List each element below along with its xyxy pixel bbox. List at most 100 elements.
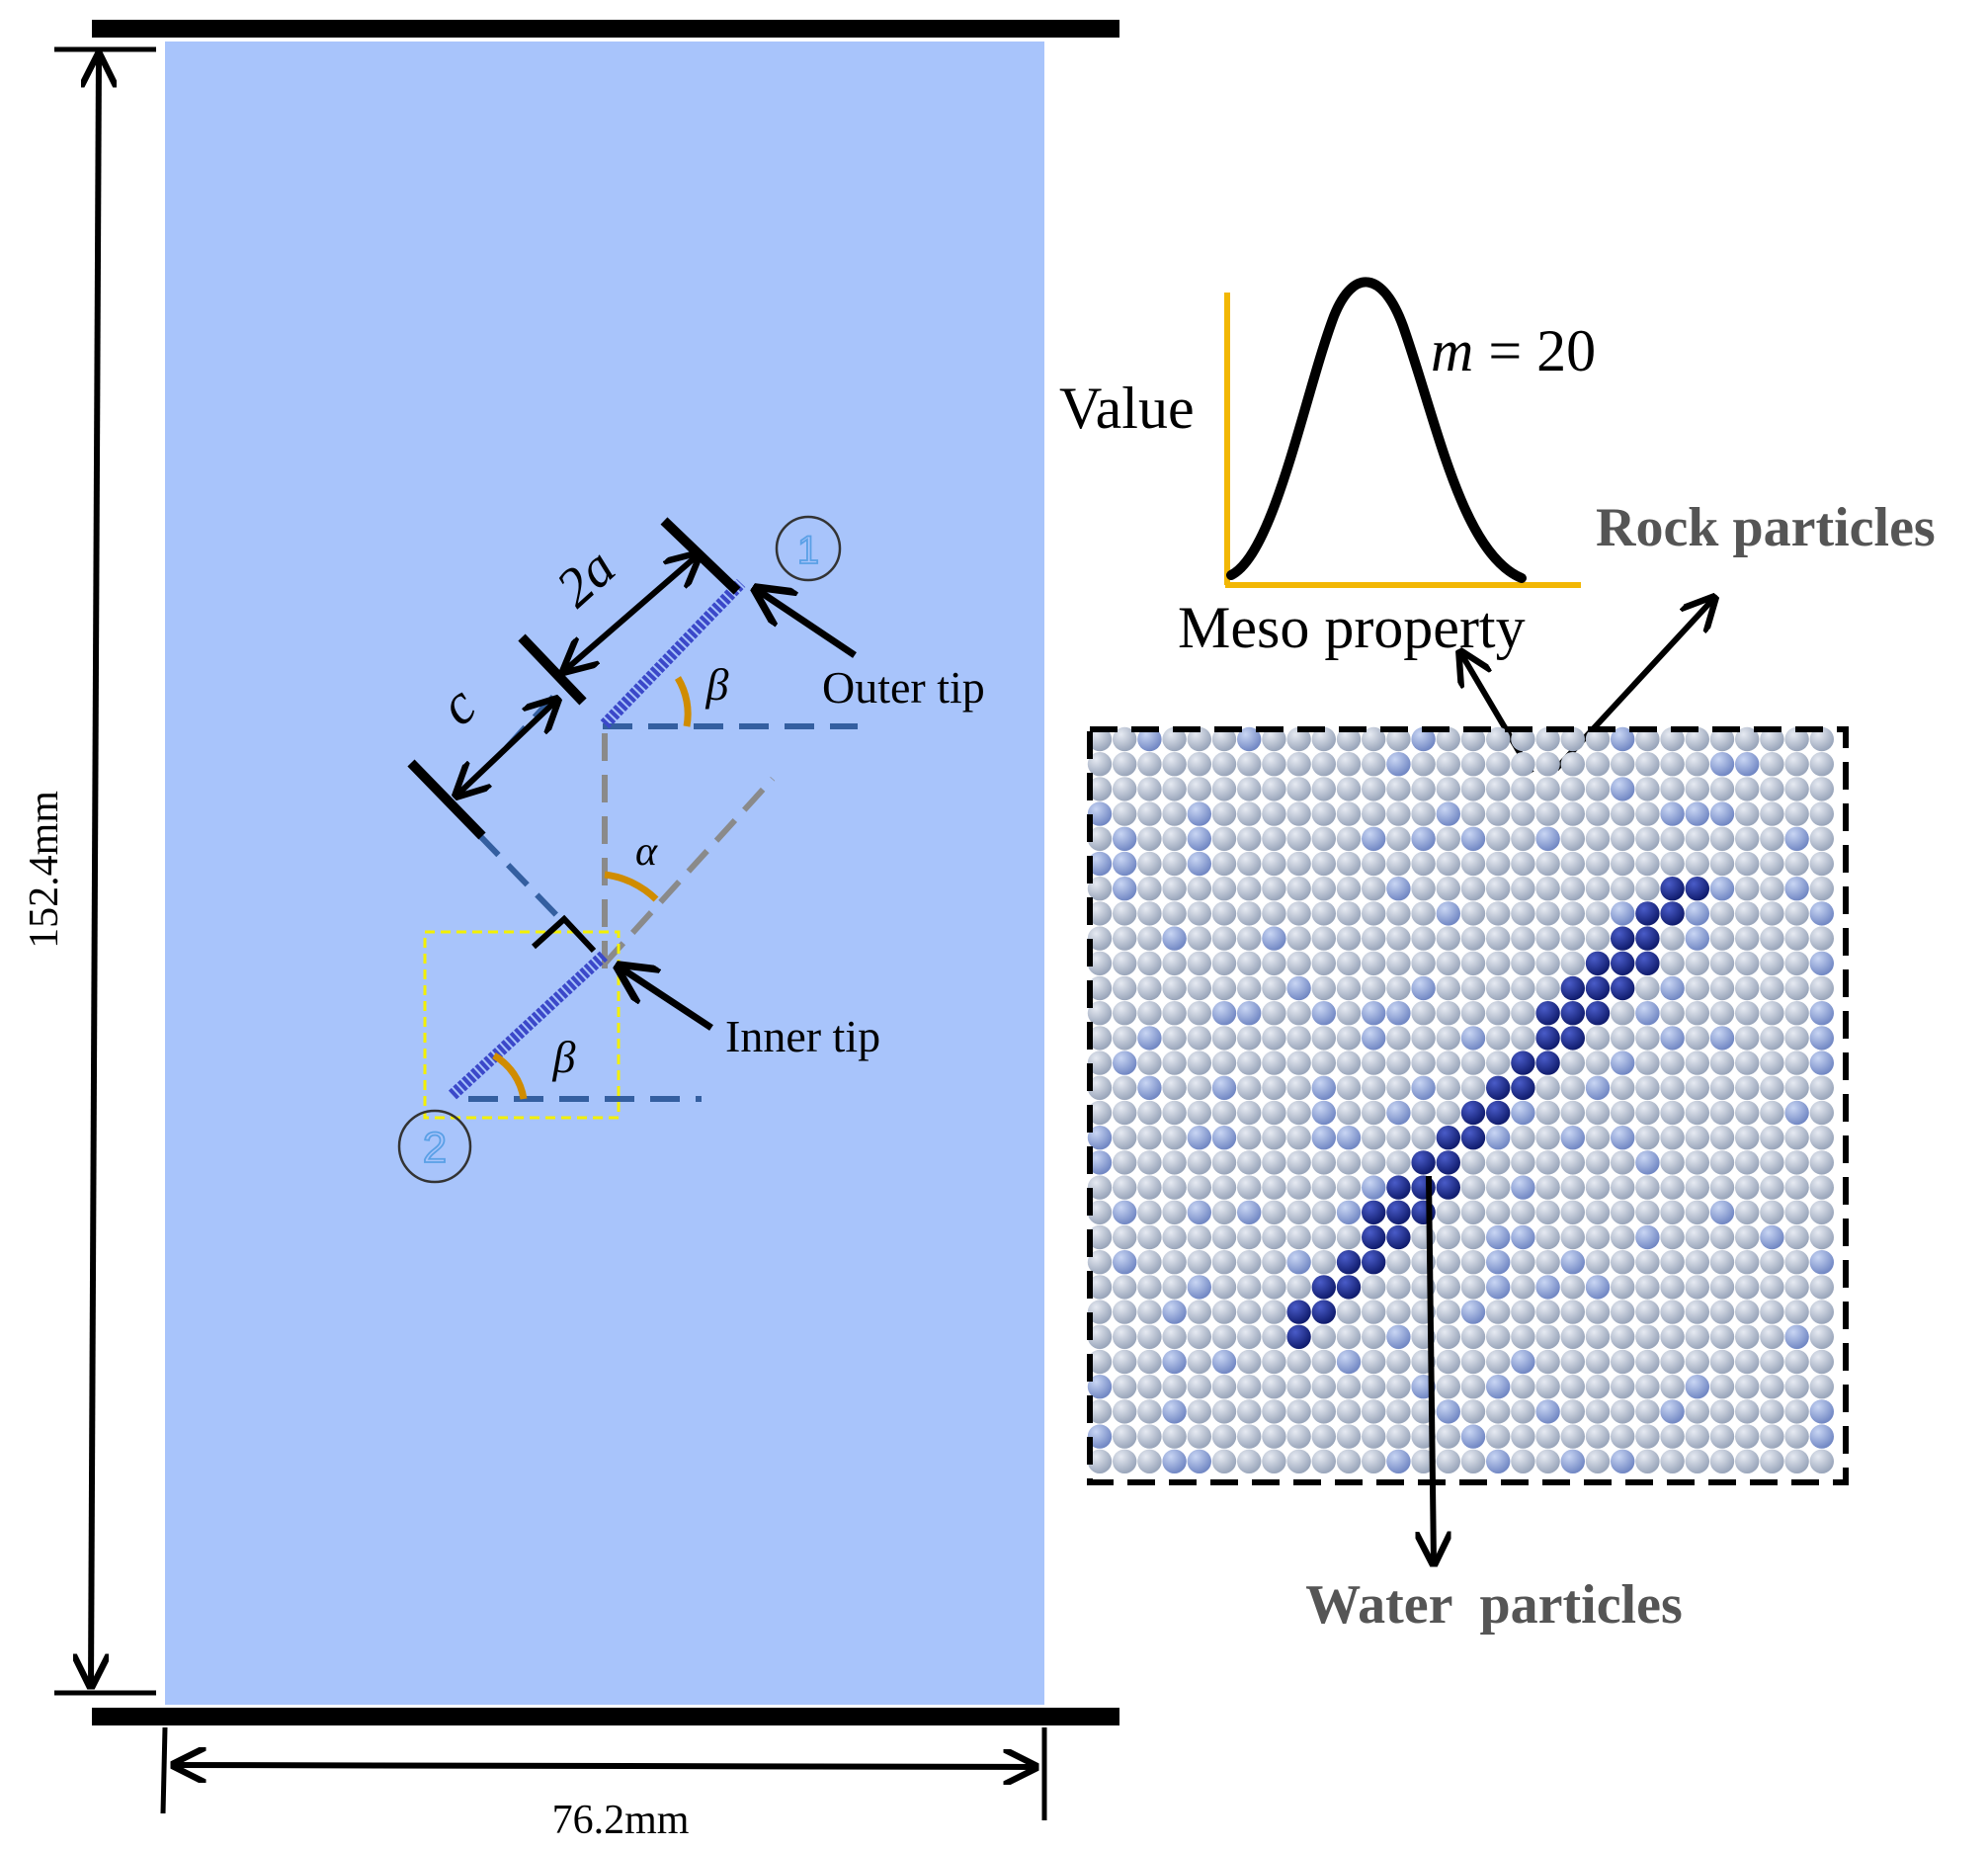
rock-particle — [1162, 1224, 1187, 1250]
rock-particle — [1809, 1224, 1835, 1250]
rock-particle — [1460, 752, 1486, 777]
rock-particle — [1511, 826, 1535, 851]
rock-particle — [1262, 877, 1286, 901]
rock-particle — [1411, 826, 1436, 851]
rock-particle — [1087, 1250, 1113, 1275]
rock-particle — [1784, 1424, 1809, 1449]
rock-particle — [1113, 1150, 1137, 1175]
rock-particle — [1211, 1449, 1237, 1474]
rock-particle — [1685, 1000, 1710, 1026]
rock-particle — [1336, 951, 1362, 975]
rock-particle — [1760, 1075, 1784, 1101]
rock-particle — [1460, 1150, 1486, 1175]
rock-particle — [1511, 1200, 1535, 1225]
rock-particle — [1511, 901, 1535, 926]
rock-particle — [1362, 926, 1386, 951]
rock-particle — [1262, 901, 1286, 926]
rock-particle — [1362, 1026, 1386, 1051]
rock-particle — [1460, 1399, 1486, 1424]
rock-particle — [1162, 1300, 1187, 1324]
beta-arc-lower — [492, 1051, 528, 1100]
rock-particle — [1784, 1126, 1809, 1150]
rock-particle — [1187, 1026, 1212, 1051]
rock-particle — [1087, 1200, 1113, 1225]
rock-particle — [1262, 826, 1286, 851]
rock-particle — [1460, 1250, 1486, 1275]
rock-particle — [1809, 1175, 1835, 1200]
rock-particle — [1709, 1150, 1735, 1175]
rock-particle — [1611, 901, 1635, 926]
rock-particle — [1362, 801, 1386, 826]
rock-particle — [1362, 1150, 1386, 1175]
rock-particle — [1611, 826, 1635, 851]
rock-particle — [1535, 777, 1560, 801]
inner-tip-arrow — [619, 967, 713, 1031]
value-axis-label: Value — [1059, 376, 1195, 441]
rock-particle — [1660, 1051, 1685, 1075]
rock-particle — [1386, 1000, 1411, 1026]
rock-particle — [1760, 801, 1784, 826]
rock-particle — [1237, 975, 1262, 1001]
rock-particle — [1511, 777, 1535, 801]
rock-particle — [1511, 1300, 1535, 1324]
rock-particle — [1760, 901, 1784, 926]
rock-particle — [1760, 1100, 1784, 1126]
rock-particle — [1286, 1224, 1311, 1250]
rock-particle — [1087, 926, 1113, 951]
rock-particle — [1685, 1300, 1710, 1324]
rock-particle — [1760, 726, 1784, 752]
rock-particle — [1560, 1224, 1586, 1250]
rock-particle — [1436, 801, 1461, 826]
rock-particle — [1311, 1200, 1337, 1225]
height-dimension — [54, 46, 156, 1696]
rock-particle — [1535, 1275, 1560, 1300]
rock-particle — [1809, 726, 1835, 752]
rock-particle — [1386, 752, 1411, 777]
rock-particle — [1660, 1075, 1685, 1101]
rock-particle — [1511, 1275, 1535, 1300]
rock-particle — [1113, 826, 1137, 851]
rock-particle — [1087, 1424, 1113, 1449]
rock-particle — [1336, 1224, 1362, 1250]
rock-particle — [1735, 901, 1760, 926]
rock-particle — [1211, 1275, 1237, 1300]
rock-particle — [1087, 1075, 1113, 1101]
rock-particle — [1809, 1026, 1835, 1051]
rock-particle — [1211, 1100, 1237, 1126]
rock-particle — [1211, 851, 1237, 877]
rock-particle — [1162, 1275, 1187, 1300]
rock-particle — [1809, 975, 1835, 1001]
rock-particle — [1137, 926, 1162, 951]
rock-particle — [1611, 1100, 1635, 1126]
rock-particle — [1585, 752, 1611, 777]
rock-particle — [1585, 1150, 1611, 1175]
rock-particle — [1660, 1026, 1685, 1051]
rock-particle — [1585, 1224, 1611, 1250]
rock-particle — [1511, 801, 1535, 826]
rock-particle — [1784, 975, 1809, 1001]
rock-particle — [1535, 1375, 1560, 1399]
rock-particle — [1336, 975, 1362, 1001]
rock-particle — [1237, 877, 1262, 901]
rock-particle — [1137, 1349, 1162, 1375]
rock-particle — [1262, 1150, 1286, 1175]
rock-particle — [1436, 1026, 1461, 1051]
rock-particle — [1760, 777, 1784, 801]
rock-particle — [1660, 1224, 1685, 1250]
rock-particle — [1336, 901, 1362, 926]
rock-particle — [1535, 1150, 1560, 1175]
rock-particle — [1336, 926, 1362, 951]
rock-particle — [1162, 1250, 1187, 1275]
rock-particle — [1635, 1051, 1660, 1075]
water-particle — [1311, 1275, 1337, 1300]
rock-particle — [1187, 1224, 1212, 1250]
water-particle — [1535, 1051, 1560, 1075]
flaw2-marker-label: 2 — [423, 1124, 447, 1172]
rock-particle — [1611, 1075, 1635, 1101]
rock-particle — [1660, 1126, 1685, 1150]
rock-particle — [1660, 1375, 1685, 1399]
rock-particle — [1635, 777, 1660, 801]
rock-particle — [1411, 975, 1436, 1001]
rock-particle — [1560, 1449, 1586, 1474]
rock-particle — [1211, 1150, 1237, 1175]
